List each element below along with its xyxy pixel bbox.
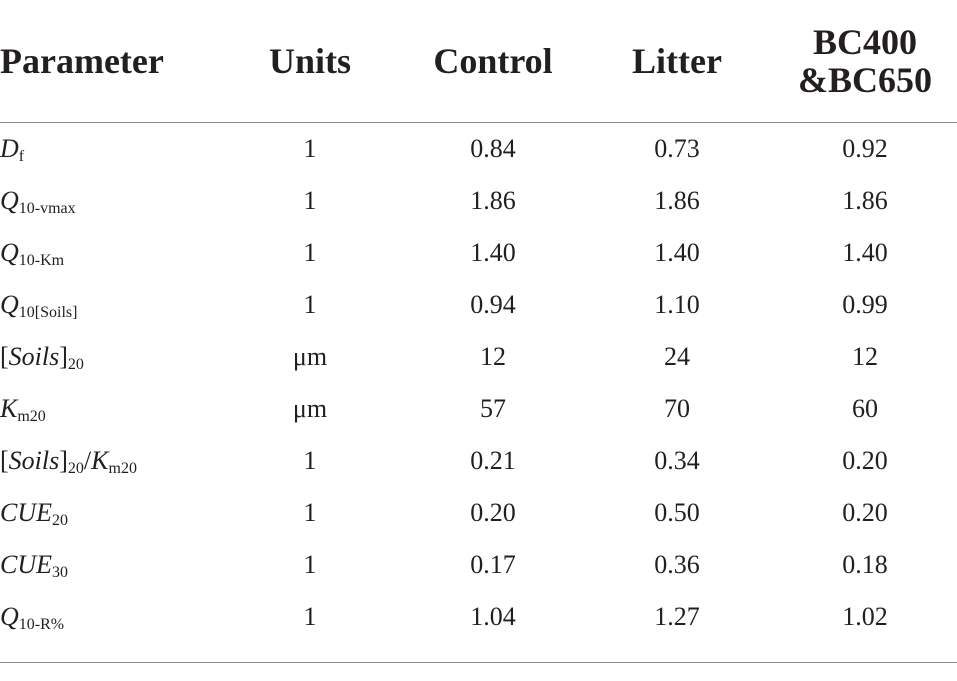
header-litter: Litter — [632, 41, 722, 81]
table-row: CUE 20 1 0.20 0.50 0.20 — [0, 487, 957, 539]
units-cell: 1 — [303, 238, 317, 267]
param-cell: Q 10-Km — [0, 227, 240, 279]
param-cell: Q 10-R% — [0, 591, 240, 643]
bc-cell: 1.40 — [842, 238, 888, 267]
bc-cell: 0.92 — [842, 134, 888, 163]
litter-cell: 1.40 — [654, 238, 700, 267]
param-open-bracket: [ — [0, 342, 9, 371]
units-cell: 1 — [303, 290, 317, 319]
table-header: Parameter Units Control Litter BC400 &BC… — [0, 0, 957, 123]
table-row: Q 10-R% 1 1.04 1.27 1.02 — [0, 591, 957, 643]
bc-cell: 60 — [852, 394, 878, 423]
units-cell: μm — [292, 394, 328, 423]
control-cell: 0.84 — [470, 134, 516, 163]
units-cell: 1 — [303, 602, 317, 631]
param-symbol: K — [0, 394, 18, 423]
litter-cell: 0.50 — [654, 498, 700, 527]
param-symbol: D — [0, 134, 19, 163]
param-symbol: Q — [0, 290, 19, 319]
bc-cell: 0.18 — [842, 550, 888, 579]
header-bc-line2: &BC650 — [798, 60, 932, 100]
units-cell: 1 — [303, 498, 317, 527]
param-subscript: 20 — [67, 356, 84, 373]
param-subscript: 10[Soils] — [18, 304, 78, 321]
param-cell: Q 10[Soils] — [0, 279, 240, 331]
litter-cell: 1.10 — [654, 290, 700, 319]
param-symbol: Q — [0, 186, 19, 215]
param-symbol: Q — [0, 238, 19, 267]
param-cell: CUE 20 — [0, 487, 240, 539]
param-subscript: 10-R% — [18, 616, 65, 633]
param-cell: [Soils] 20 — [0, 331, 240, 383]
param-symbol: CUE — [0, 550, 52, 579]
units-cell: 1 — [303, 550, 317, 579]
units-cell: 1 — [303, 134, 317, 163]
control-cell: 1.86 — [470, 186, 516, 215]
parameter-table: Parameter Units Control Litter BC400 &BC… — [0, 0, 957, 663]
param-cell: CUE 30 — [0, 539, 240, 591]
param-close-bracket: ] — [59, 446, 68, 475]
table-row: Q 10[Soils] 1 0.94 1.10 0.99 — [0, 279, 957, 331]
param-subscript: 30 — [52, 564, 68, 581]
param-subscript: 10-vmax — [18, 200, 76, 217]
header-parameter: Parameter — [0, 41, 164, 81]
litter-cell: 1.27 — [654, 602, 700, 631]
units-cell: 1 — [303, 186, 317, 215]
bc-cell: 0.99 — [842, 290, 888, 319]
table-row: [Soils] 20 μm 12 24 12 — [0, 331, 957, 383]
control-cell: 0.94 — [470, 290, 516, 319]
param-open-bracket: [ — [0, 446, 9, 475]
table-row: Q 10-Km 1 1.40 1.40 1.40 — [0, 227, 957, 279]
header-units: Units — [268, 41, 352, 81]
litter-cell: 24 — [664, 342, 690, 371]
param-symbol: CUE — [0, 498, 52, 527]
litter-cell: 0.34 — [654, 446, 700, 475]
litter-cell: 1.86 — [654, 186, 700, 215]
param-symbol: Q — [0, 602, 19, 631]
param-symbol: Soils — [8, 342, 60, 371]
control-cell: 12 — [480, 342, 506, 371]
param-cell: Q 10-vmax — [0, 175, 240, 227]
param-symbol: Soils — [8, 446, 60, 475]
param-subscript-2: m20 — [108, 460, 137, 477]
units-cell: μm — [292, 342, 328, 371]
bottom-rule — [0, 662, 957, 663]
param-subscript: m20 — [17, 408, 46, 425]
control-cell: 0.21 — [470, 446, 516, 475]
header-bc-line1: BC400 — [812, 22, 917, 62]
litter-cell: 70 — [664, 394, 690, 423]
bc-cell: 12 — [852, 342, 878, 371]
param-subscript: 20 — [67, 460, 84, 477]
table-row: Q 10-vmax 1 1.86 1.86 1.86 — [0, 175, 957, 227]
header-bc400-bc650: BC400 &BC650 — [770, 0, 957, 122]
param-subscript: f — [18, 148, 25, 165]
bc-cell: 0.20 — [842, 446, 888, 475]
param-close-bracket: ] — [59, 342, 68, 371]
param-subscript: 20 — [52, 512, 68, 529]
header-control: Control — [433, 41, 553, 81]
table-row: CUE 30 1 0.17 0.36 0.18 — [0, 539, 957, 591]
param-slash: / — [83, 446, 92, 475]
bc-cell: 1.86 — [842, 186, 888, 215]
litter-cell: 0.73 — [654, 134, 700, 163]
control-cell: 57 — [480, 394, 506, 423]
control-cell: 0.20 — [470, 498, 516, 527]
control-cell: 0.17 — [470, 550, 516, 579]
control-cell: 1.40 — [470, 238, 516, 267]
control-cell: 1.04 — [470, 602, 516, 631]
bc-cell: 1.02 — [842, 602, 888, 631]
units-cell: 1 — [303, 446, 317, 475]
bc-cell: 0.20 — [842, 498, 888, 527]
litter-cell: 0.36 — [654, 550, 700, 579]
param-symbol-2: K — [91, 446, 109, 475]
param-subscript: 10-Km — [18, 252, 65, 269]
